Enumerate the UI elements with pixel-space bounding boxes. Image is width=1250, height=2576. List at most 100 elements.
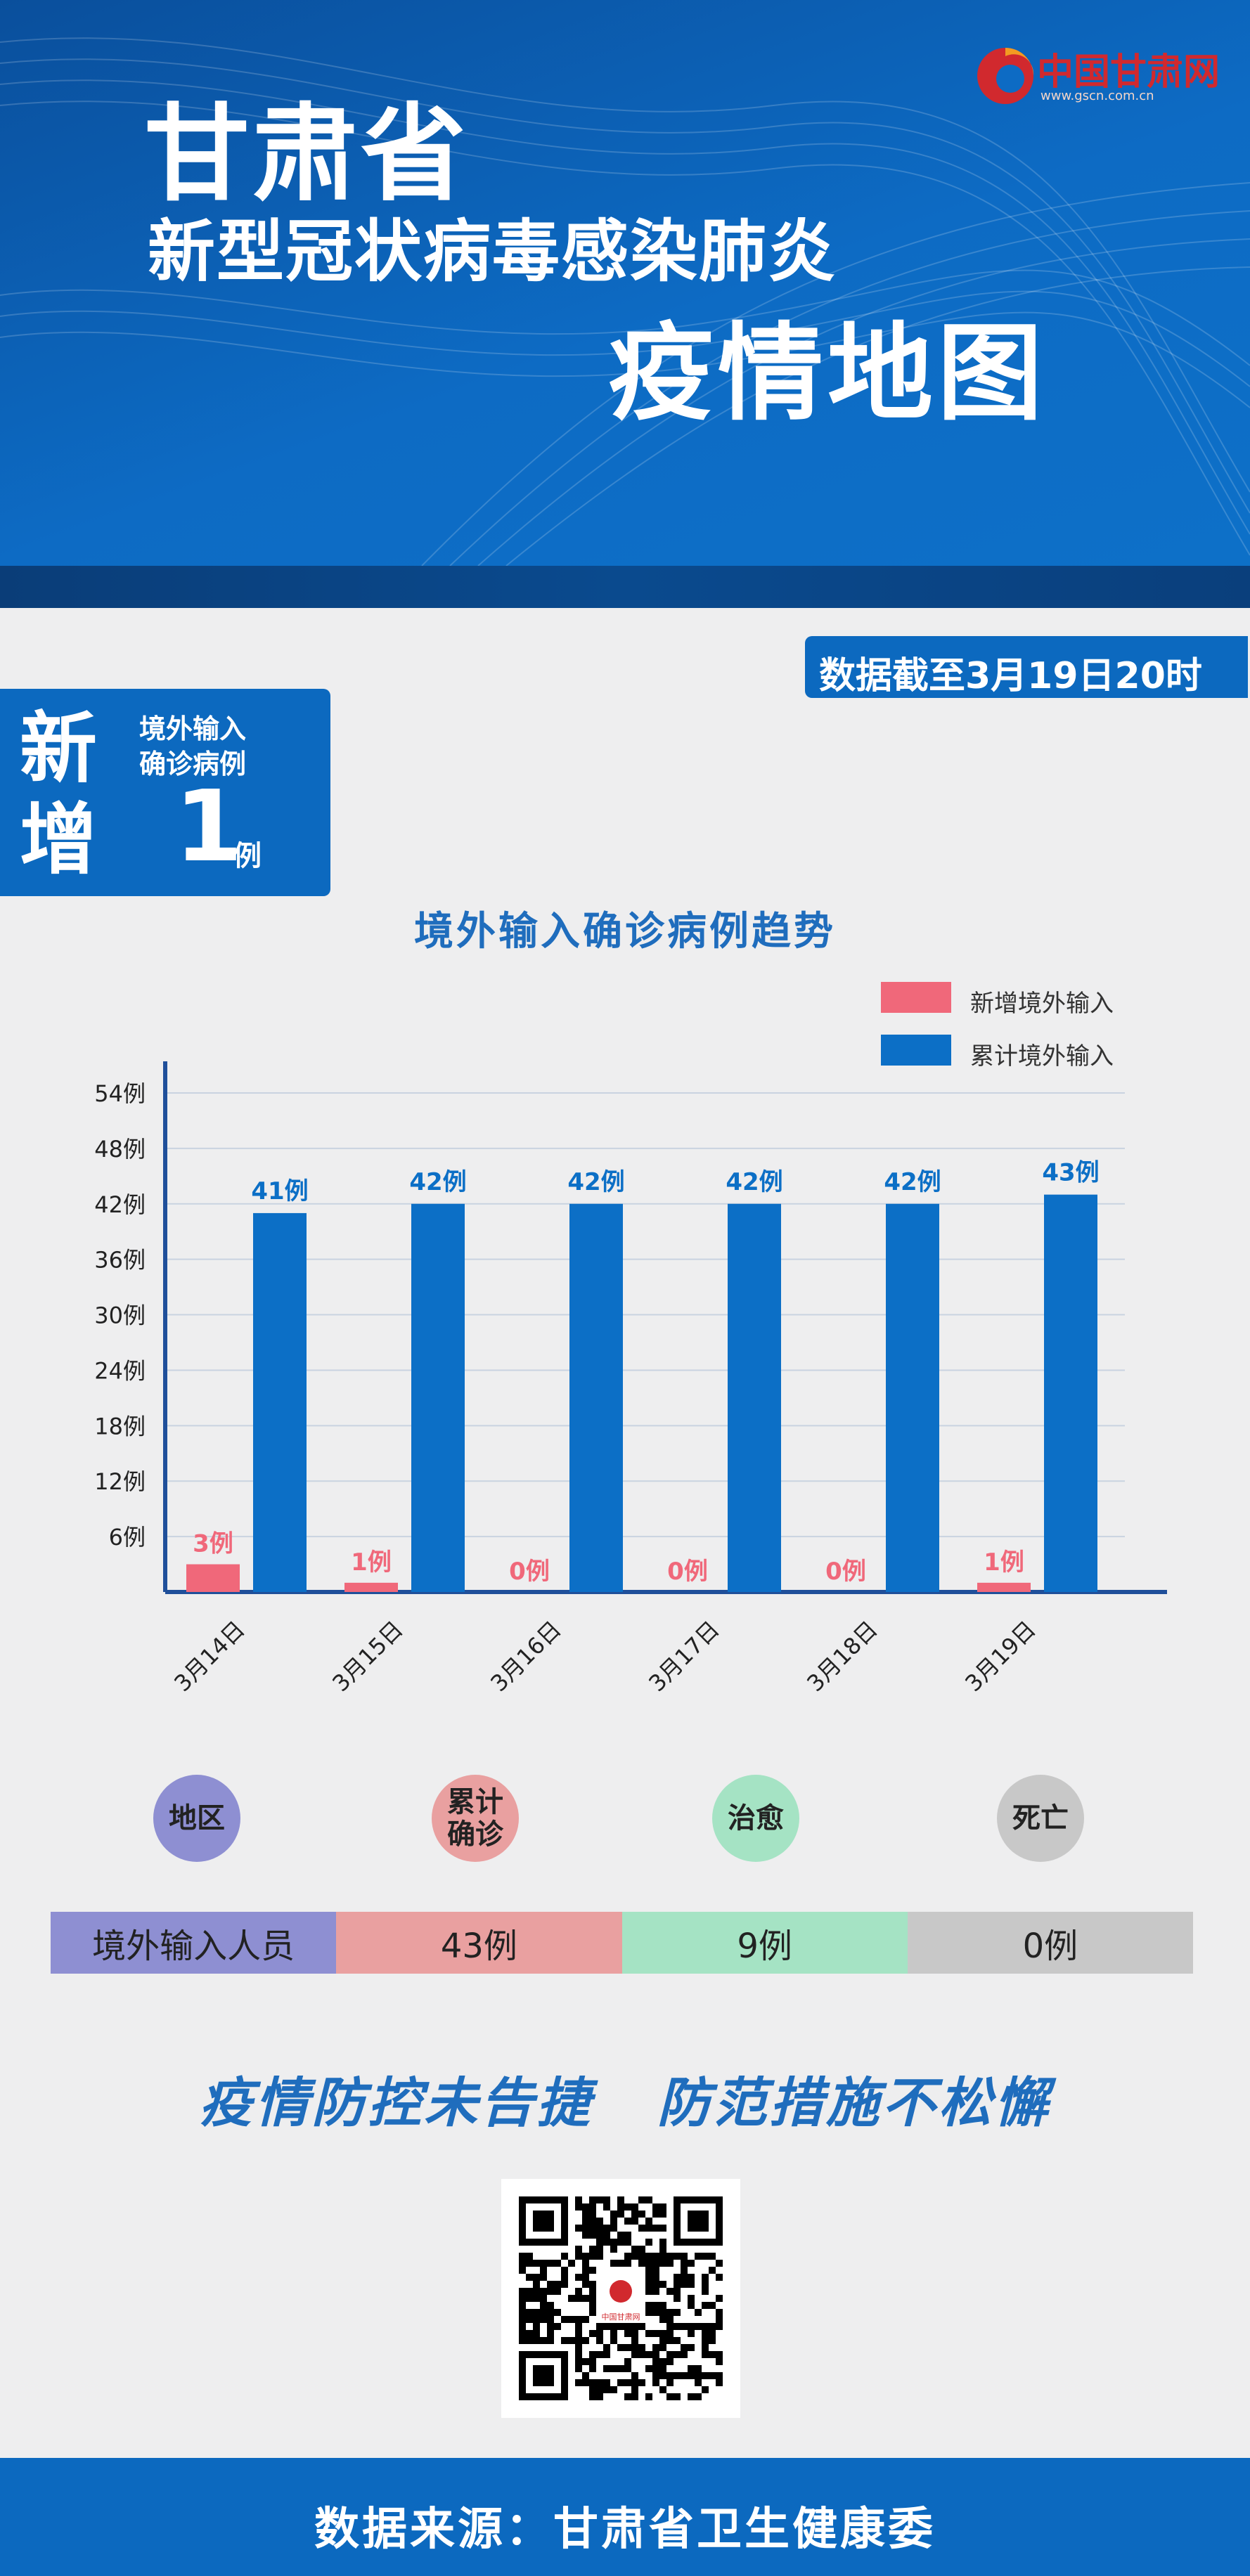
- qr-module: [617, 2365, 624, 2372]
- qr-module: [638, 2323, 645, 2330]
- chart-title: 境外输入确诊病例趋势: [414, 909, 836, 954]
- legend-swatch-total: [881, 1035, 951, 1066]
- qr-module: [596, 2218, 603, 2225]
- qr-module: [617, 2203, 624, 2211]
- cell-region: 境外输入人员: [51, 1912, 337, 1974]
- qr-module: [681, 2281, 688, 2288]
- y-tick-label: 18例: [94, 1413, 146, 1439]
- qr-module: [582, 2337, 589, 2344]
- bar-total: [253, 1212, 307, 1592]
- qr-module: [596, 2239, 603, 2246]
- qr-module: [582, 2253, 589, 2260]
- qr-module: [652, 2358, 659, 2365]
- legend-swatch-new: [881, 982, 951, 1013]
- qr-module: [533, 2330, 540, 2337]
- qr-module: [575, 2288, 582, 2295]
- qr-module: [638, 2196, 645, 2203]
- qr-module: [631, 2344, 638, 2351]
- qr-module: [688, 2281, 695, 2288]
- qr-module: [688, 2323, 695, 2330]
- qr-module: [666, 2337, 674, 2344]
- qr-module: [610, 2225, 617, 2232]
- qr-module: [666, 2260, 674, 2267]
- header-confirmed: 累计确诊: [432, 1775, 519, 1862]
- x-tick-label: 3月17日: [643, 1616, 724, 1697]
- y-tick-label: 24例: [94, 1357, 146, 1384]
- qr-module: [645, 2393, 652, 2400]
- qr-module: [659, 2253, 666, 2260]
- qr-module: [554, 2323, 561, 2330]
- qr-module: [596, 2379, 603, 2386]
- qr-module: [652, 2351, 659, 2358]
- x-tick-label: 3月18日: [801, 1616, 882, 1697]
- qr-module: [652, 2267, 659, 2274]
- slogan: 疫情防控未告捷 防范措施不松懈: [199, 2071, 1051, 2134]
- header-banner: 甘肃省 新型冠状病毒感染肺炎 疫情地图 中国甘肃网 www.gscn.com.c…: [0, 0, 1250, 566]
- qr-module: [582, 2203, 589, 2211]
- qr-module: [709, 2253, 716, 2260]
- qr-module: [519, 2330, 526, 2337]
- qr-module: [561, 2274, 568, 2281]
- qr-module: [709, 2337, 716, 2344]
- qr-module: [547, 2323, 554, 2330]
- qr-module: [674, 2372, 681, 2379]
- bar-chart: 6例 12例 18例 24例 30例 36例 42例 48例 54例 3例 41例 3月14日 1例 42…: [94, 1061, 1167, 1697]
- qr-module: [540, 2267, 547, 2274]
- qr-module: [652, 2203, 659, 2211]
- qr-module: [659, 2365, 666, 2372]
- qr-module: [631, 2218, 638, 2225]
- qr-module: [568, 2316, 575, 2323]
- data-label-total: 42例: [884, 1168, 941, 1196]
- y-tick-label: 12例: [94, 1468, 146, 1495]
- qr-module: [519, 2337, 526, 2344]
- qr-module: [519, 2288, 526, 2295]
- qr-module: [589, 2218, 596, 2225]
- qr-module: [575, 2344, 582, 2351]
- qr-module: [603, 2365, 610, 2372]
- qr-module: [582, 2267, 589, 2274]
- qr-module: [716, 2316, 723, 2323]
- header-confirmed-label: 累计确诊: [447, 1786, 503, 1851]
- y-tick-label: 36例: [94, 1247, 146, 1274]
- qr-module: [688, 2372, 695, 2379]
- qr-module: [603, 2203, 610, 2211]
- x-tick-label: 3月14日: [169, 1616, 250, 1697]
- bar-new: [977, 1582, 1031, 1592]
- qr-module: [702, 2372, 709, 2379]
- legend-label-new: 新增境外输入: [970, 990, 1114, 1018]
- qr-module: [575, 2358, 582, 2365]
- qr-module: [695, 2365, 702, 2372]
- qr-finder: [533, 2211, 554, 2232]
- qr-module: [526, 2330, 533, 2337]
- new-cases-desc-line2: 确诊病例: [139, 749, 247, 779]
- qr-module: [547, 2288, 554, 2295]
- qr-module: [702, 2386, 709, 2393]
- data-label-total: 42例: [409, 1168, 466, 1196]
- qr-module: [666, 2379, 674, 2386]
- qr-module: [596, 2393, 603, 2400]
- qr-module: [540, 2337, 547, 2344]
- date-badge: 数据截至3月19日20时: [805, 636, 1248, 698]
- qr-module: [533, 2309, 540, 2316]
- qr-module: [547, 2260, 554, 2267]
- data-label-new: 0例: [509, 1558, 550, 1586]
- qr-module: [688, 2274, 695, 2281]
- qr-module: [631, 2337, 638, 2344]
- qr-module: [645, 2253, 652, 2260]
- qr-module: [582, 2274, 589, 2281]
- qr-module: [533, 2323, 540, 2330]
- qr-module: [716, 2323, 723, 2330]
- qr-module: [624, 2344, 631, 2351]
- qr-module: [575, 2253, 582, 2260]
- qr-module: [617, 2323, 624, 2330]
- qr-module: [681, 2260, 688, 2267]
- qr-module: [575, 2379, 582, 2386]
- data-label-total: 42例: [567, 1168, 624, 1196]
- qr-module: [638, 2225, 645, 2232]
- qr-module: [617, 2232, 624, 2239]
- qr-module: [610, 2218, 617, 2225]
- qr-module: [582, 2295, 589, 2302]
- qr-module: [688, 2295, 695, 2302]
- qr-module: [582, 2218, 589, 2225]
- qr-module: [624, 2393, 631, 2400]
